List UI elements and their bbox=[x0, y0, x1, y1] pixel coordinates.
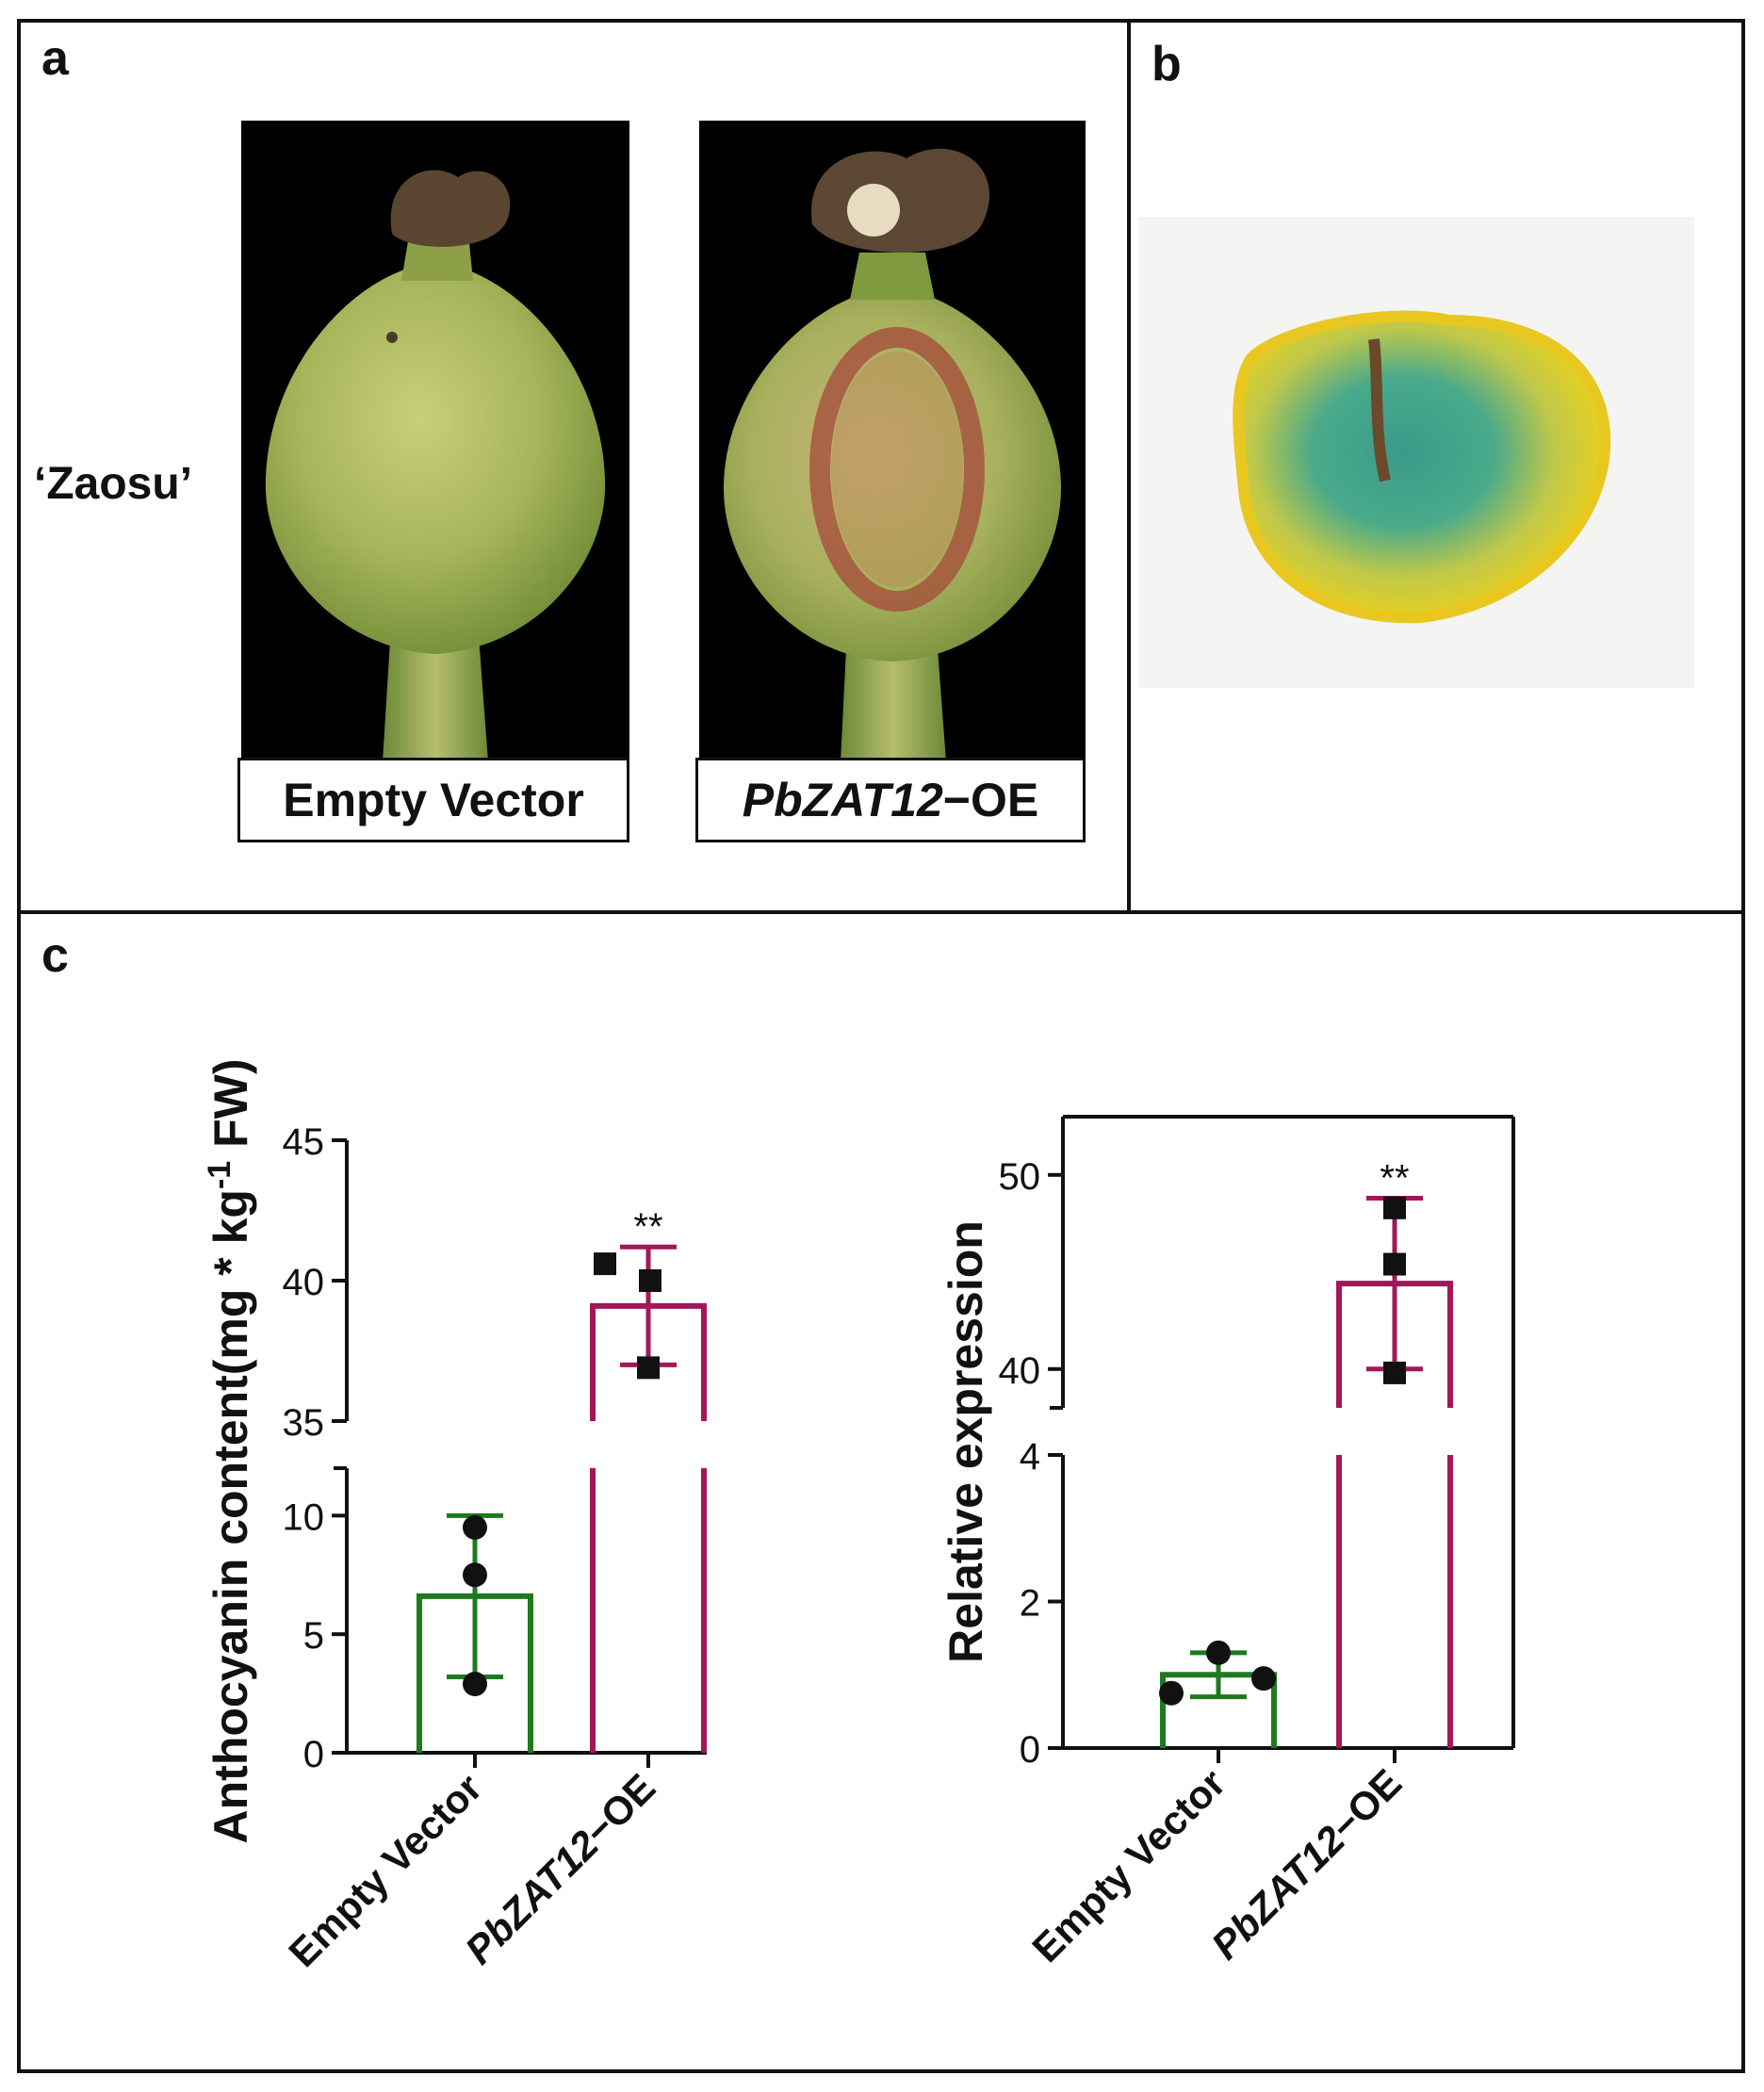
y-tick-label: 45 bbox=[283, 1121, 325, 1163]
chart2-plot: 0 2 4 40 50 Empty Vector ** PbZAT12−OE bbox=[999, 1115, 1515, 1970]
data-point bbox=[1383, 1196, 1406, 1219]
panel-b-letter: b bbox=[1152, 37, 1182, 91]
data-point bbox=[1251, 1666, 1276, 1692]
chart1-ylabel: Anthocyanin content(mg * kg-1 FW) bbox=[202, 1059, 257, 1844]
bar-lower-segment bbox=[590, 1468, 707, 1753]
data-point bbox=[463, 1562, 487, 1588]
x-category-label: PbZAT12−OE bbox=[1202, 1760, 1410, 1968]
panel-a-letter: a bbox=[41, 31, 69, 86]
x-category-label: Empty Vector bbox=[1023, 1760, 1233, 1970]
panel-c-frame bbox=[17, 910, 1745, 2073]
data-point bbox=[594, 1252, 616, 1276]
y-tick-label: 5 bbox=[303, 1615, 324, 1657]
data-point bbox=[1159, 1680, 1184, 1706]
y-tick-label: 2 bbox=[1020, 1583, 1040, 1625]
data-point bbox=[1206, 1640, 1231, 1665]
empty-vector-fruit-photo bbox=[241, 121, 629, 761]
significance-label: ** bbox=[1380, 1158, 1409, 1200]
significance-label: ** bbox=[633, 1206, 662, 1248]
x-category-label-italic: PbZAT12 bbox=[1202, 1817, 1353, 1968]
anthocyanin-chart: Anthocyanin content(mg * kg-1 FW) 0 5 10 35… bbox=[202, 1059, 707, 1975]
y-tick-label: 4 bbox=[1020, 1436, 1040, 1478]
caption-gene-italic: PbZAT12 bbox=[742, 774, 943, 826]
data-point bbox=[463, 1672, 487, 1697]
data-point bbox=[463, 1514, 487, 1540]
data-point bbox=[637, 1356, 660, 1380]
chart2-ylabel: Relative expression bbox=[939, 1220, 992, 1663]
caption-oe-suffix: −OE bbox=[942, 774, 1039, 826]
bar-lower-segment bbox=[1336, 1455, 1453, 1748]
panel-c-letter: c bbox=[41, 928, 69, 983]
pear-fruit-red-spot-image bbox=[724, 148, 1061, 761]
x-category-label-italic: PbZAT12 bbox=[456, 1822, 607, 1972]
y-tick-label: 0 bbox=[303, 1734, 324, 1775]
y-tick-label: 50 bbox=[999, 1156, 1041, 1198]
y-tick-label: 40 bbox=[283, 1262, 325, 1303]
caption-pbzat12-oe: PbZAT12 −OE bbox=[695, 758, 1086, 842]
gus-stained-fruit-section bbox=[1138, 217, 1694, 688]
pear-fruit-green-image bbox=[265, 170, 606, 761]
data-point bbox=[639, 1269, 662, 1292]
y-tick-label: 10 bbox=[283, 1496, 325, 1538]
y-tick-label: 35 bbox=[283, 1402, 325, 1444]
y-tick-label: 0 bbox=[1020, 1729, 1040, 1771]
caption-empty-vector: Empty Vector bbox=[237, 758, 629, 842]
data-point bbox=[1383, 1361, 1406, 1384]
y-tick-label: 40 bbox=[999, 1350, 1041, 1392]
data-point bbox=[1383, 1252, 1406, 1276]
pbzat12-oe-fruit-photo bbox=[699, 121, 1086, 761]
caption-empty-vector-text: Empty Vector bbox=[283, 774, 584, 826]
gus-staining-image bbox=[1233, 310, 1611, 624]
relative-expression-chart: Relative expression 0 2 4 40 50 Empty Vector *… bbox=[939, 1115, 1515, 1970]
cultivar-label: ‘Zaosu’ bbox=[34, 459, 193, 509]
